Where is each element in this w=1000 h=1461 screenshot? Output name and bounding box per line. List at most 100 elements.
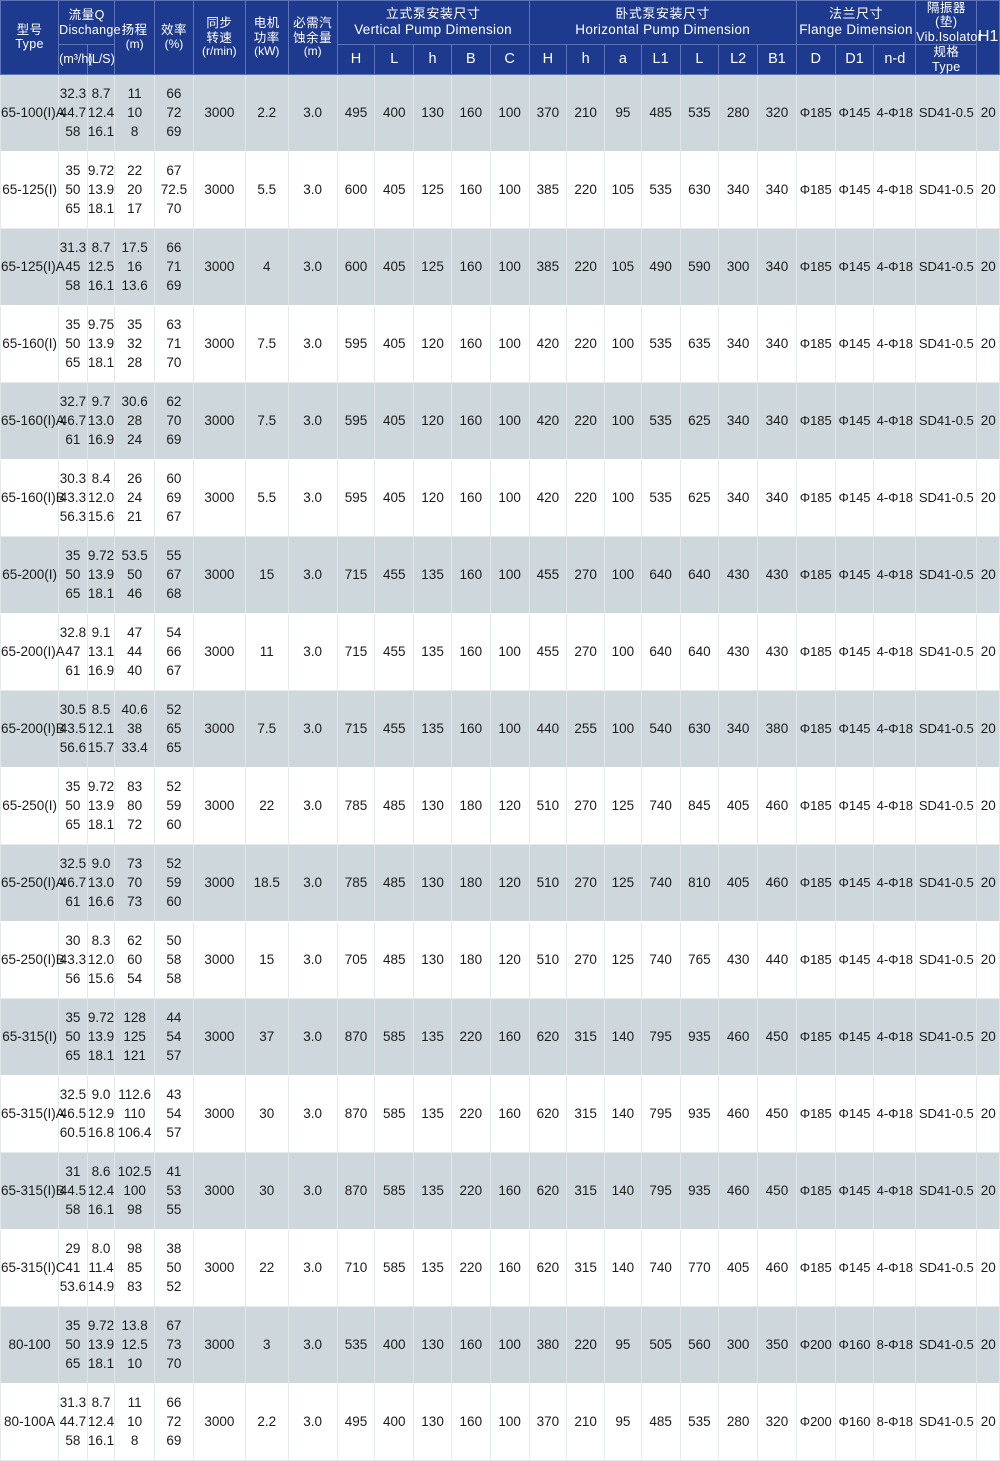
cell-power: 7.5 (244, 689, 289, 768)
cell-vH: 785 (336, 843, 376, 922)
cell-power: 7.5 (244, 304, 289, 383)
cell-h1: 20 (976, 843, 1000, 922)
cell-fD: Φ185 (795, 73, 836, 152)
cell-npsh: 3.0 (287, 1382, 338, 1461)
cell-h1: 20 (976, 1382, 1000, 1461)
table-row: 65-315(I)B 31 44.5 58 8.6 12.4 16.1 102.5 1… (0, 1151, 1000, 1230)
cell-speed: 3000 (192, 689, 246, 768)
cell-fD: Φ185 (795, 1074, 836, 1153)
cell-ha: 125 (604, 920, 642, 999)
cell-q_m3h: 30.5 43.5 56.6 (58, 689, 88, 768)
cell-q_m3h: 32.5 46.5 60.5 (58, 1074, 88, 1153)
cell-vC: 100 (489, 612, 530, 691)
cell-speed: 3000 (192, 1382, 246, 1461)
cell-fD1: Φ145 (834, 1151, 875, 1230)
cell-vC: 120 (489, 843, 530, 922)
cell-fD: Φ185 (795, 304, 836, 383)
cell-hL2: 280 (718, 1382, 759, 1461)
cell-ha: 140 (604, 997, 642, 1076)
cell-type: 65-315(I) (0, 997, 60, 1076)
cell-hB1: 460 (757, 1228, 797, 1307)
cell-vh: 130 (413, 1382, 452, 1461)
cell-hL2: 300 (718, 1305, 759, 1384)
cell-fD1: Φ145 (834, 920, 875, 999)
cell-q_m3h: 35 50 65 (58, 1305, 88, 1384)
cell-hL1: 795 (640, 1074, 681, 1153)
cell-type: 65-125(I) (0, 150, 60, 229)
cell-hL2: 405 (718, 766, 759, 845)
cell-fnd: 4-Φ18 (873, 73, 917, 152)
cell-hB1: 430 (757, 535, 797, 614)
cell-hB1: 340 (757, 458, 797, 537)
cell-hL: 770 (679, 1228, 720, 1307)
cell-hB1: 350 (757, 1305, 797, 1384)
header-discharge-group: 流量Q Dischange (58, 0, 121, 46)
cell-hL2: 340 (718, 458, 759, 537)
cell-head: 83 80 72 (114, 766, 156, 845)
cell-speed: 3000 (192, 612, 246, 691)
cell-hh: 315 (566, 1151, 606, 1230)
cell-fD: Φ185 (795, 843, 836, 922)
cell-head: 73 70 73 (114, 843, 156, 922)
cell-fD: Φ185 (795, 227, 836, 306)
cell-speed: 3000 (192, 1151, 246, 1230)
cell-power: 5.5 (244, 150, 289, 229)
header-horizontal-L: L (679, 44, 720, 75)
cell-vH: 495 (336, 73, 376, 152)
cell-npsh: 3.0 (287, 1151, 338, 1230)
cell-vC: 100 (489, 227, 530, 306)
cell-npsh: 3.0 (287, 535, 338, 614)
cell-vC: 100 (489, 535, 530, 614)
header-vertical-H: H (336, 44, 376, 75)
cell-fnd: 4-Φ18 (873, 920, 917, 999)
cell-ha: 100 (604, 458, 642, 537)
cell-q_ls: 9.75 13.9 18.1 (86, 304, 116, 383)
cell-power: 5.5 (244, 458, 289, 537)
cell-h1: 20 (976, 458, 1000, 537)
cell-q_ls: 9.7 13.0 16.9 (86, 381, 116, 460)
cell-hL1: 535 (640, 458, 681, 537)
cell-q_ls: 9.72 13.9 18.1 (86, 1305, 116, 1384)
cell-h1: 20 (976, 1228, 1000, 1307)
cell-eff: 43 54 57 (154, 1074, 194, 1153)
cell-h1: 20 (976, 535, 1000, 614)
cell-q_m3h: 32.5 46.7 61 (58, 843, 88, 922)
cell-power: 2.2 (244, 1382, 289, 1461)
cell-hL2: 460 (718, 997, 759, 1076)
cell-fD: Φ185 (795, 689, 836, 768)
cell-vH: 715 (336, 689, 376, 768)
cell-iso: SD41-0.5 (915, 458, 978, 537)
cell-hB1: 430 (757, 612, 797, 691)
cell-npsh: 3.0 (287, 612, 338, 691)
cell-vL: 455 (374, 612, 415, 691)
cell-hL: 765 (679, 920, 720, 999)
cell-npsh: 3.0 (287, 1305, 338, 1384)
cell-vC: 160 (489, 1151, 530, 1230)
cell-type: 65-250(I)B (0, 920, 65, 999)
cell-power: 15 (244, 535, 289, 614)
cell-fD1: Φ145 (834, 612, 875, 691)
cell-fnd: 4-Φ18 (873, 304, 917, 383)
cell-fnd: 4-Φ18 (873, 150, 917, 229)
cell-hH: 440 (528, 689, 568, 768)
header-vertical-L: L (374, 44, 415, 75)
cell-vL: 405 (374, 381, 415, 460)
cell-h1: 20 (976, 997, 1000, 1076)
cell-hL: 810 (679, 843, 720, 922)
cell-hH: 620 (528, 1151, 568, 1230)
cell-fnd: 4-Φ18 (873, 612, 917, 691)
cell-q_m3h: 35 50 65 (58, 304, 88, 383)
cell-vL: 455 (374, 535, 415, 614)
cell-vH: 595 (336, 381, 376, 460)
cell-iso: SD41-0.5 (915, 612, 978, 691)
cell-head: 17.5 16 13.6 (114, 227, 156, 306)
cell-type: 65-160(I)B (0, 458, 65, 537)
cell-vB: 160 (450, 150, 491, 229)
cell-iso: SD41-0.5 (915, 535, 978, 614)
cell-speed: 3000 (192, 766, 246, 845)
table-row: 65-160(I)A 32.7 46.7 61 9.7 13.0 16.9 30.6 … (0, 381, 1000, 460)
cell-power: 22 (244, 766, 289, 845)
cell-hL1: 740 (640, 920, 681, 999)
cell-fD1: Φ145 (834, 73, 875, 152)
cell-hL1: 485 (640, 73, 681, 152)
